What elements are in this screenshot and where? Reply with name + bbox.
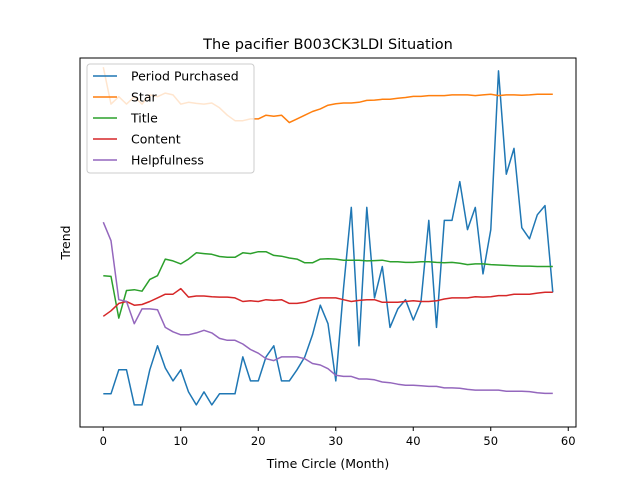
legend-label-content: Content xyxy=(131,132,181,147)
x-tick-label: 30 xyxy=(328,434,343,448)
x-tick-label: 40 xyxy=(406,434,421,448)
legend-label-title: Title xyxy=(130,111,158,126)
y-axis-label: Trend xyxy=(58,225,73,260)
x-axis-ticks: 0 10 20 30 40 50 60 xyxy=(100,427,576,448)
chart-title: The pacifier B003CK3LDI Situation xyxy=(202,37,453,53)
series-line-period-purchased xyxy=(103,70,554,406)
x-tick-label: 60 xyxy=(561,434,576,448)
legend-box xyxy=(86,63,255,174)
legend-label-star: Star xyxy=(131,90,157,105)
x-tick-label: 0 xyxy=(100,434,107,448)
legend-label-period-purchased: Period Purchased xyxy=(131,69,239,84)
legend-label-helpfulness: Helpfulness xyxy=(131,153,204,168)
x-axis-label: Time Circle (Month) xyxy=(266,456,390,471)
plot-frame xyxy=(79,57,577,428)
legend: Period Purchased Star Title Content Helpfuln… xyxy=(86,63,255,174)
x-tick-label: 20 xyxy=(251,434,266,448)
series-line-content xyxy=(102,287,553,317)
x-tick-label: 10 xyxy=(173,434,188,448)
x-tick-label: 50 xyxy=(483,434,498,448)
series-line-title xyxy=(103,250,553,319)
series-line-helpfulness xyxy=(102,221,553,395)
